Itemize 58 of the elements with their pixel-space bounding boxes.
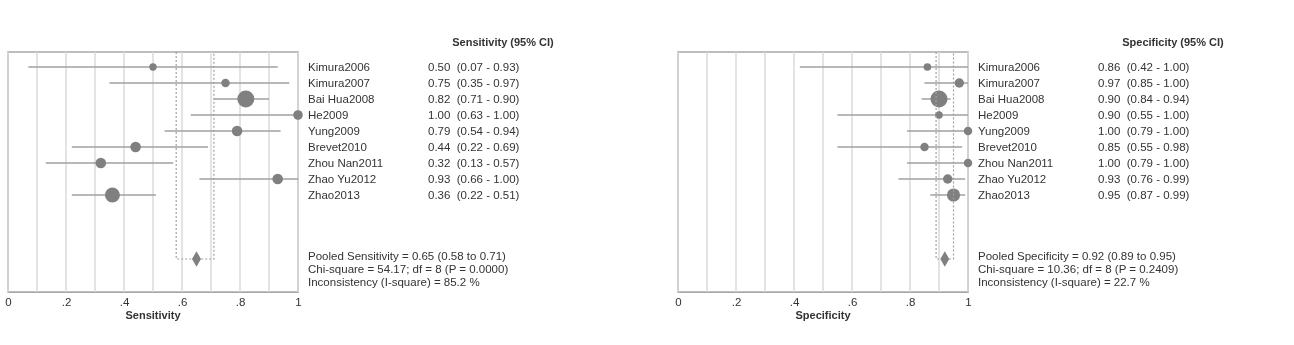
y-tick-label: He2009 <box>978 109 1019 122</box>
x-tick-label: .8 <box>905 296 916 309</box>
x-tick-label: .4 <box>119 296 130 309</box>
y-tick-label: Zhou Nan2011 <box>308 157 384 170</box>
x-tick-label: 0 <box>675 296 682 309</box>
data-label: 0.79 (0.54 - 0.94) <box>428 124 520 137</box>
y-tick-label: Kimura2006 <box>308 61 371 74</box>
y-tick-label: Yung2009 <box>308 125 360 138</box>
data-label: 0.97 (0.85 - 1.00) <box>1098 76 1190 89</box>
x-tick-label: 1 <box>965 296 972 309</box>
data-label: 0.90 (0.55 - 1.00) <box>1098 108 1190 121</box>
text: Sensitivity (95% CI) <box>452 36 555 48</box>
x-tick-label: .8 <box>235 296 246 309</box>
y-tick-label: Bai Hua2008 <box>308 93 375 106</box>
data-label: 0.93 (0.66 - 1.00) <box>428 172 520 185</box>
data-label: 0.44 (0.22 - 0.69) <box>428 140 520 153</box>
y-tick-label: Brevet2010 <box>308 141 367 154</box>
data-label: 1.00 (0.79 - 1.00) <box>1098 124 1190 137</box>
y-tick-label: Kimura2007 <box>308 77 371 90</box>
y-tick-label: Zhao Yu2012 <box>308 173 377 186</box>
data-label: 1.00 (0.63 - 1.00) <box>428 108 520 121</box>
data-label: 0.85 (0.55 - 0.98) <box>1098 140 1190 153</box>
data-label: 0.90 (0.84 - 0.94) <box>1098 92 1190 105</box>
text: Pooled Specificity = 0.92 (0.89 to 0.95) <box>978 250 1177 262</box>
x-tick-label: .2 <box>61 296 72 309</box>
x-tick-label: .6 <box>847 296 858 309</box>
y-tick-label: He2009 <box>308 109 349 122</box>
text: Chi-square = 54.17; df = 8 (P = 0.0000) <box>308 263 509 275</box>
x-axis-title: Sensitivity <box>125 309 182 321</box>
text: Pooled Sensitivity = 0.65 (0.58 to 0.71) <box>308 250 507 262</box>
y-tick-label: Zhao2013 <box>978 189 1030 202</box>
y-tick-label: Brevet2010 <box>978 141 1037 154</box>
data-label: 0.36 (0.22 - 0.51) <box>428 188 520 201</box>
y-tick-label: Zhao2013 <box>308 189 360 202</box>
x-tick-label: 0 <box>5 296 12 309</box>
text: Specificity (95% CI) <box>1122 36 1225 48</box>
y-tick-label: Bai Hua2008 <box>978 93 1045 106</box>
x-tick-label: .2 <box>731 296 742 309</box>
y-tick-label: Kimura2007 <box>978 77 1041 90</box>
text: Inconsistency (I-square) = 22.7 % <box>978 276 1150 288</box>
data-label: 0.32 (0.13 - 0.57) <box>428 156 520 169</box>
data-label: 1.00 (0.79 - 1.00) <box>1098 156 1190 169</box>
x-tick-label: .4 <box>789 296 800 309</box>
data-label: 0.75 (0.35 - 0.97) <box>428 76 520 89</box>
x-tick-label: .6 <box>177 296 188 309</box>
y-tick-label: Yung2009 <box>978 125 1030 138</box>
data-label: 0.93 (0.76 - 0.99) <box>1098 172 1190 185</box>
data-label: 0.50 (0.07 - 0.93) <box>428 60 520 73</box>
text: Inconsistency (I-square) = 85.2 % <box>308 276 480 288</box>
y-tick-label: Zhao Yu2012 <box>978 173 1047 186</box>
x-axis-title: Specificity <box>795 309 852 321</box>
data-label: 0.86 (0.42 - 1.00) <box>1098 60 1190 73</box>
data-label: 0.95 (0.87 - 0.99) <box>1098 188 1190 201</box>
y-tick-label: Kimura2006 <box>978 61 1041 74</box>
y-tick-label: Zhou Nan2011 <box>978 157 1054 170</box>
text: Chi-square = 10.36; df = 8 (P = 0.2409) <box>978 263 1179 275</box>
x-tick-label: 1 <box>295 296 302 309</box>
data-label: 0.82 (0.71 - 0.90) <box>428 92 520 105</box>
